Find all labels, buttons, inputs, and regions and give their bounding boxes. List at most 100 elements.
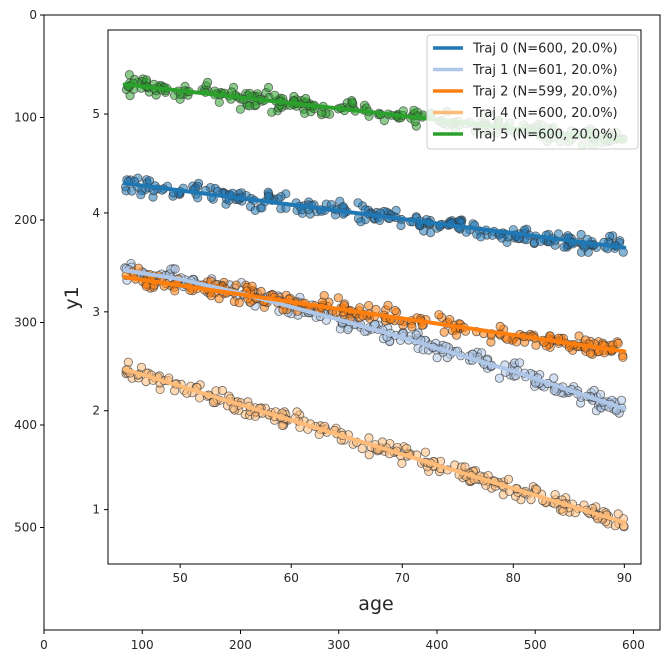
scatter-point bbox=[550, 489, 560, 500]
x-tick-label: 90 bbox=[617, 571, 632, 585]
outer-y-tick-label: 0 bbox=[29, 8, 37, 22]
scatter-point bbox=[495, 321, 505, 331]
scatter-point bbox=[145, 176, 155, 186]
scatter-point bbox=[503, 474, 514, 484]
scatter-point bbox=[170, 264, 180, 274]
scatter-point bbox=[263, 82, 274, 93]
scatter-point bbox=[170, 286, 180, 296]
outer-ticks: 0 100 200 300 400 500 600 0 100 200 300 400 500 bbox=[14, 8, 645, 652]
scatter-point bbox=[301, 93, 311, 104]
y-tick-label: 1 bbox=[92, 503, 100, 517]
outer-x-tick-label: 600 bbox=[622, 638, 645, 652]
scatter-point bbox=[170, 386, 180, 396]
scatter-point bbox=[511, 337, 522, 347]
scatter-point bbox=[257, 203, 267, 213]
outer-y-tick-label: 500 bbox=[14, 521, 37, 535]
scatter-point bbox=[364, 433, 374, 443]
scatter-point bbox=[514, 358, 525, 368]
scatter-point bbox=[214, 97, 224, 107]
legend-entry: Traj 5 (N=600, 20.0%) bbox=[472, 128, 618, 143]
scatter-point bbox=[390, 305, 400, 316]
y-tick-label: 3 bbox=[92, 305, 100, 319]
x-tick-label: 70 bbox=[395, 571, 410, 585]
outer-y-tick-label: 100 bbox=[14, 111, 37, 125]
outer-x-tick-label: 200 bbox=[229, 638, 252, 652]
scatter-point bbox=[451, 330, 462, 340]
scatter-point bbox=[333, 293, 343, 303]
outer-x-tick-label: 500 bbox=[524, 638, 547, 652]
scatter-point bbox=[364, 300, 374, 311]
scatter-point bbox=[263, 191, 273, 201]
scatter-point bbox=[217, 385, 227, 396]
scatter-point bbox=[364, 450, 374, 460]
scatter-point bbox=[497, 233, 507, 243]
scatter-point bbox=[613, 509, 623, 519]
scatter-point bbox=[136, 190, 146, 200]
scatter-point bbox=[377, 437, 387, 447]
scatter-point bbox=[203, 77, 213, 88]
scatter-point bbox=[425, 228, 436, 238]
scatter-point bbox=[549, 373, 559, 383]
scatter-point bbox=[235, 104, 245, 114]
scatter-point bbox=[574, 331, 584, 341]
scatter-point bbox=[353, 198, 363, 208]
outer-x-tick-label: 400 bbox=[426, 638, 449, 652]
trajectory-line bbox=[122, 268, 627, 411]
scatter-point bbox=[343, 324, 353, 335]
scatter-point bbox=[409, 105, 419, 115]
legend: Traj 0 (N=600, 20.0%) Traj 1 (N=601, 20.0… bbox=[426, 34, 639, 150]
scatter-point bbox=[357, 443, 367, 454]
scatter-point bbox=[234, 298, 244, 308]
scatter-point bbox=[618, 352, 628, 362]
scatter-point bbox=[445, 314, 455, 325]
trend-lines bbox=[122, 82, 627, 525]
scatter-point bbox=[141, 281, 151, 291]
outer-y-tick-label: 200 bbox=[14, 213, 37, 227]
scatter-point bbox=[244, 101, 255, 111]
scatter-point bbox=[576, 229, 586, 240]
scatter-point bbox=[616, 395, 627, 405]
legend-entry: Traj 0 (N=600, 20.0%) bbox=[472, 42, 618, 57]
scatter-point bbox=[559, 242, 569, 252]
scatter-point bbox=[356, 217, 366, 227]
trajectory-line bbox=[122, 181, 627, 250]
scatter-point bbox=[411, 330, 421, 340]
scatter-point bbox=[420, 447, 431, 457]
y-tick-label: 4 bbox=[92, 206, 100, 220]
outer-y-tick-label: 300 bbox=[14, 316, 37, 330]
legend-box bbox=[426, 34, 639, 150]
trajectory-line bbox=[122, 275, 627, 354]
scatter-series bbox=[121, 173, 628, 257]
scatter-point bbox=[396, 220, 406, 231]
legend-entry: Traj 1 (N=601, 20.0%) bbox=[472, 63, 618, 78]
outer-x-tick-label: 100 bbox=[131, 638, 154, 652]
scatter-point bbox=[347, 97, 357, 107]
trajectory-line bbox=[122, 367, 627, 525]
scatter-point bbox=[407, 322, 417, 332]
outer-x-tick-label: 300 bbox=[327, 638, 350, 652]
inner-ticks: 50 60 70 80 90 1 2 3 4 5 bbox=[92, 107, 632, 585]
y-tick-label: 2 bbox=[92, 404, 100, 418]
scatter-point bbox=[397, 458, 407, 468]
scatter-point bbox=[460, 462, 470, 472]
scatter-point bbox=[476, 232, 486, 242]
scatter-point bbox=[402, 443, 412, 453]
legend-entry: Traj 2 (N=599, 20.0%) bbox=[472, 85, 618, 100]
outer-y-tick-label: 400 bbox=[14, 418, 37, 432]
scatter-point bbox=[383, 300, 393, 310]
scatter-point bbox=[494, 373, 504, 383]
x-tick-label: 80 bbox=[506, 571, 521, 585]
x-tick-label: 50 bbox=[173, 571, 188, 585]
y-axis-title: y1 bbox=[61, 286, 83, 309]
scatter-point bbox=[434, 310, 444, 320]
scatter-point bbox=[206, 291, 216, 301]
scatter-point bbox=[439, 327, 449, 337]
x-axis-title: age bbox=[358, 593, 393, 615]
scatter-point bbox=[127, 186, 137, 196]
scatter-point bbox=[214, 294, 224, 304]
legend-entry: Traj 4 (N=600, 20.0%) bbox=[472, 106, 618, 121]
scatter-point bbox=[613, 338, 623, 348]
scatter-point bbox=[267, 107, 277, 117]
x-tick-label: 60 bbox=[284, 571, 299, 585]
